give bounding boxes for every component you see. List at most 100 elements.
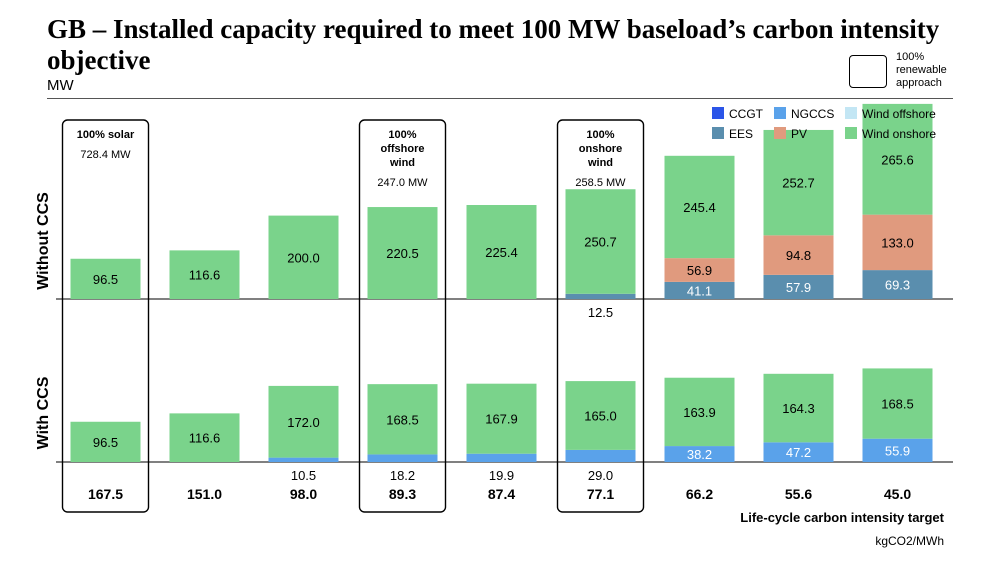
chart-title: GB – Installed capacity required to meet…: [47, 14, 940, 75]
bar-wind-onshore: [664, 377, 735, 447]
category-label: 87.4: [488, 486, 515, 502]
bar-ngccs: [664, 446, 735, 462]
legend-swatch-ngccs: [774, 107, 786, 119]
bar-wind-onshore: [367, 207, 438, 299]
bar-wind-onshore: [268, 215, 339, 299]
bar-value-label: 164.3: [782, 401, 815, 416]
bar-value-label: 165.0: [584, 409, 617, 424]
panel-label: Without CCS: [35, 192, 52, 290]
bar-value-label: 96.5: [93, 435, 118, 450]
bar-wind-onshore: [862, 103, 933, 215]
bar-wind-onshore: [169, 413, 240, 462]
unit-label: MW: [47, 77, 74, 94]
bar-value-label: 168.5: [881, 397, 914, 412]
category-label: 151.0: [187, 486, 222, 502]
bar-wind-onshore: [466, 383, 537, 454]
category-label: 89.3: [389, 486, 416, 502]
bar-value-label: 200.0: [287, 250, 320, 265]
bar-value-label: 172.0: [287, 415, 320, 430]
bar-ngccs: [367, 454, 438, 462]
legend-label: Wind onshore: [862, 127, 936, 141]
bar-value-label: 225.4: [485, 245, 518, 260]
bar-wind-onshore: [466, 205, 537, 299]
renewable-legend-label: 100% renewable approach: [896, 51, 966, 90]
bar-value-label: 19.9: [489, 468, 514, 483]
bar-value-label: 265.6: [881, 152, 914, 167]
bar-pv: [862, 214, 933, 271]
annotation-frame: [556, 119, 645, 513]
renewable-legend-box: [849, 55, 887, 88]
annotation-frame: [358, 119, 447, 513]
annotation-frame: [61, 119, 150, 513]
bar-value-label: 10.5: [291, 468, 316, 483]
bar-value-label: 133.0: [881, 235, 914, 250]
annotation-label: 100%: [388, 129, 416, 141]
bar-ees: [763, 274, 834, 299]
bar-value-label: 41.1: [687, 283, 712, 298]
bar-value-label: 163.9: [683, 405, 716, 420]
bar-wind-onshore: [169, 250, 240, 299]
bar-value-label: 38.2: [687, 447, 712, 462]
bar-value-label: 94.8: [786, 248, 811, 263]
bar-ees: [862, 270, 933, 299]
bar-wind-onshore: [763, 373, 834, 443]
bar-wind-onshore: [664, 155, 735, 259]
legend-label: Wind offshore: [862, 107, 936, 121]
category-label: 167.5: [88, 486, 123, 502]
bar-wind-onshore: [862, 368, 933, 439]
legend-label: CCGT: [729, 107, 764, 121]
bar-wind-onshore: [268, 385, 339, 458]
x-axis-label: Life-cycle carbon intensity target: [740, 510, 944, 525]
category-label: 66.2: [686, 486, 713, 502]
category-label: 98.0: [290, 486, 317, 502]
bar-value-label: 29.0: [588, 468, 613, 483]
legend-swatch-pv: [774, 127, 786, 139]
legend-swatch-ccgt: [712, 107, 724, 119]
bar-value-label: 167.9: [485, 412, 518, 427]
annotation-label: wind: [587, 157, 613, 169]
category-label: 45.0: [884, 486, 911, 502]
annotation-label: onshore: [579, 143, 622, 155]
title-divider: [47, 98, 953, 99]
bar-pv: [664, 258, 735, 282]
category-label: 77.1: [587, 486, 614, 502]
annotation-label: offshore: [381, 143, 425, 155]
annotation-value: 728.4 MW: [80, 149, 131, 161]
annotation-value: 247.0 MW: [377, 177, 428, 189]
annotation-label: 100% solar: [77, 129, 135, 141]
bar-ngccs: [763, 442, 834, 462]
renewable-legend-line: approach: [896, 77, 942, 89]
category-label: 55.6: [785, 486, 812, 502]
bar-wind-onshore: [367, 384, 438, 455]
bar-value-label: 69.3: [885, 278, 910, 293]
bar-value-label: 55.9: [885, 443, 910, 458]
legend-label: PV: [791, 127, 807, 141]
annotation-label: wind: [389, 157, 415, 169]
bar-ngccs: [565, 449, 636, 462]
bar-value-label: 116.6: [189, 268, 221, 283]
bar-value-label: 168.5: [386, 412, 419, 427]
bar-ees: [565, 293, 636, 299]
bar-value-label: 116.6: [189, 431, 221, 446]
legend-swatch-wind-offshore: [845, 107, 857, 119]
bar-ngccs: [466, 453, 537, 462]
renewable-legend-line: renewable: [896, 64, 947, 76]
bar-value-label: 47.2: [786, 445, 811, 460]
bar-value-label: 250.7: [584, 235, 617, 250]
panel-label: With CCS: [35, 376, 52, 449]
annotation-value: 258.5 MW: [575, 177, 626, 189]
bar-ngccs: [862, 438, 933, 462]
bar-ngccs: [268, 457, 339, 462]
bar-value-label: 18.2: [390, 468, 415, 483]
bar-wind-onshore: [70, 421, 141, 462]
bar-value-label: 57.9: [786, 280, 811, 295]
bar-wind-onshore: [763, 129, 834, 236]
x-axis-unit: kgCO2/MWh: [875, 534, 944, 548]
bar-wind-onshore: [70, 258, 141, 299]
bar-pv: [763, 235, 834, 275]
bar-value-label: 12.5: [588, 305, 613, 320]
legend-label: NGCCS: [791, 107, 834, 121]
bar-wind-onshore: [565, 381, 636, 450]
bar-value-label: 220.5: [386, 246, 419, 261]
